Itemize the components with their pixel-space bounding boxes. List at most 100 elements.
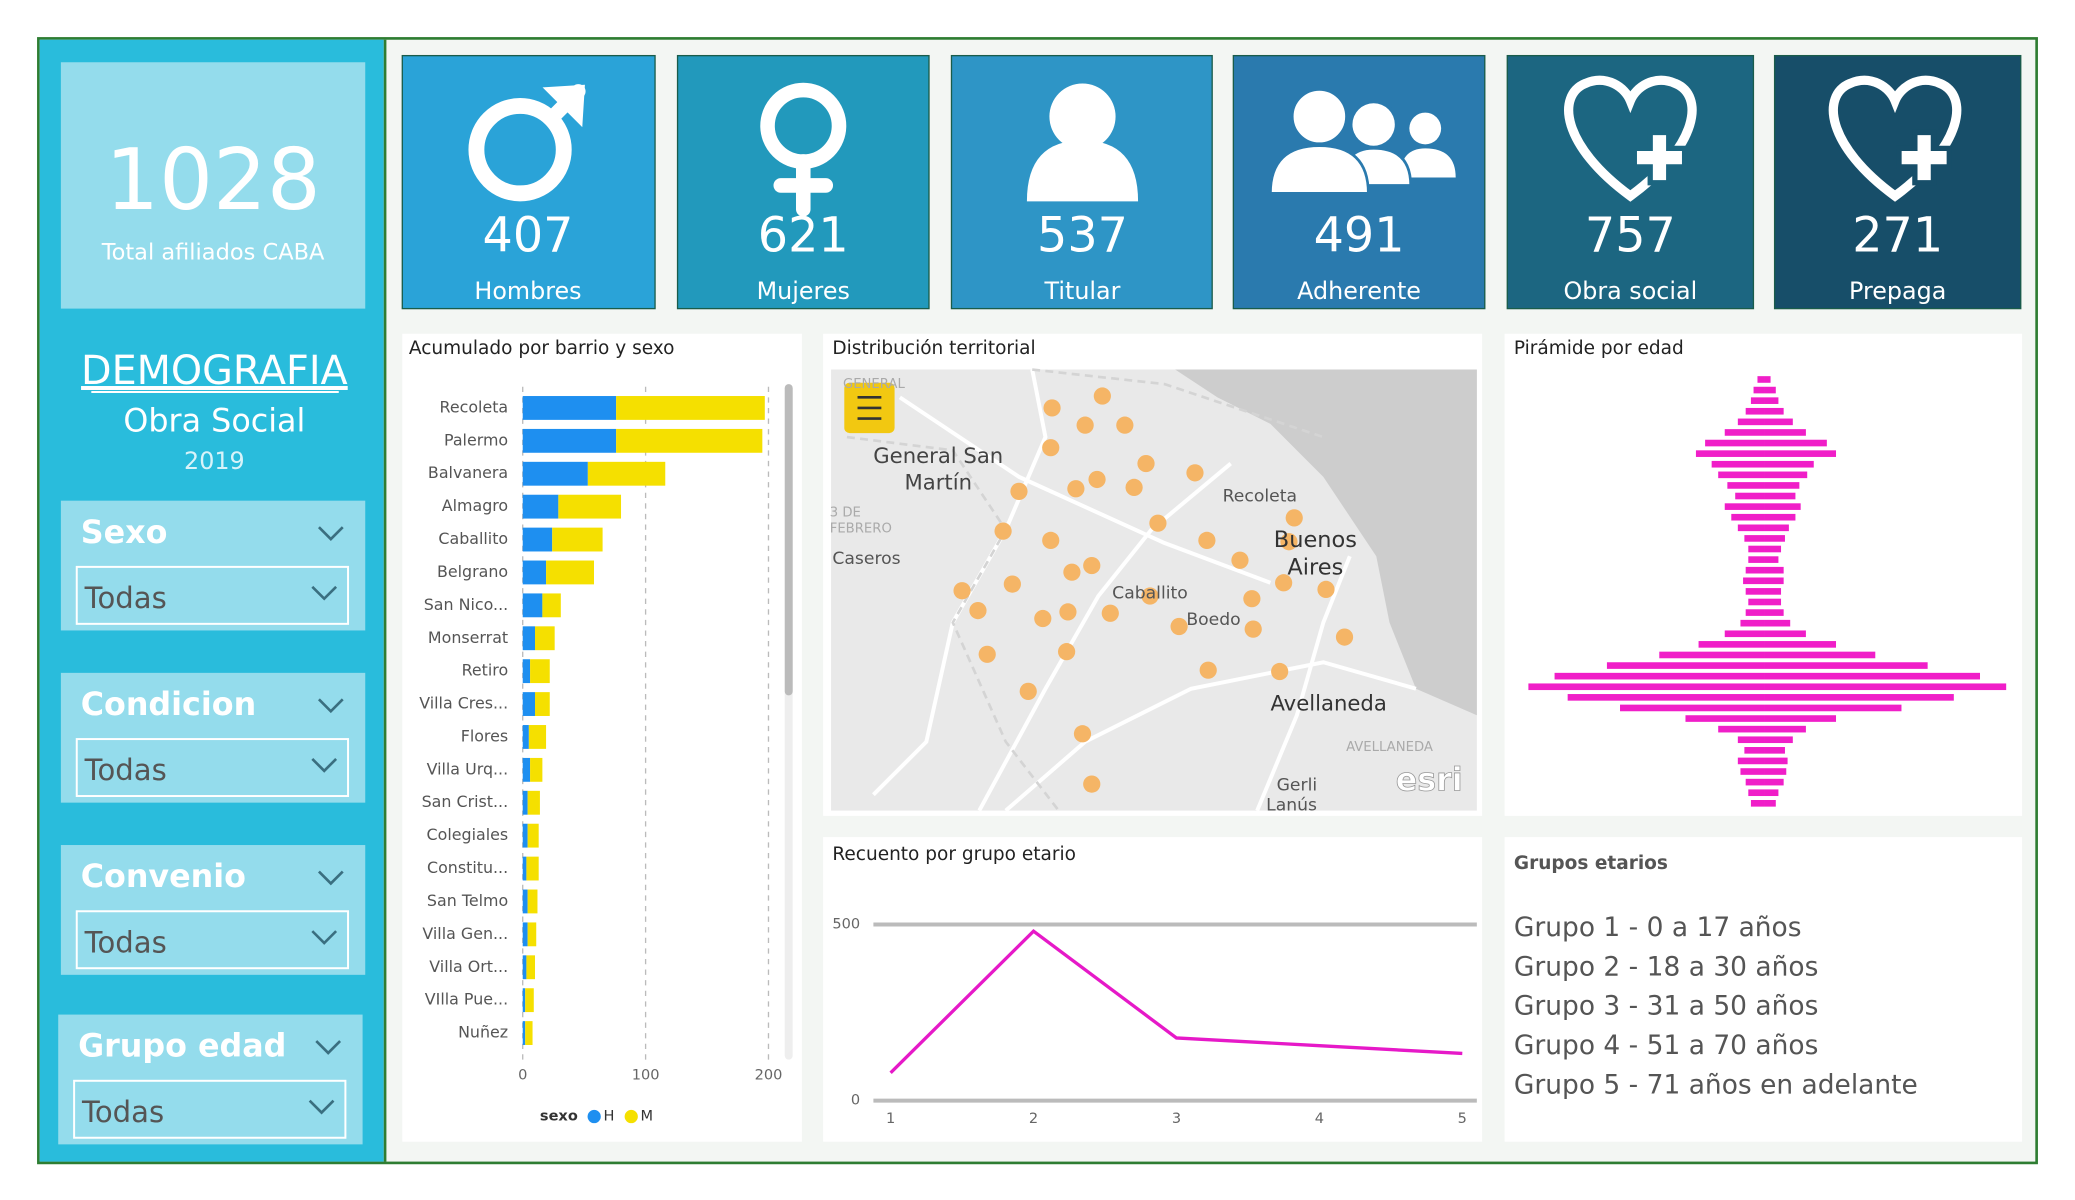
kpi-value: 407 xyxy=(483,208,574,263)
pyramid-bar xyxy=(1744,535,1765,542)
y-tick-label: Caballito xyxy=(438,529,508,548)
age-group-item: Grupo 1 - 0 a 17 años xyxy=(1514,912,1802,943)
map-label: Lanús xyxy=(1266,795,1317,815)
pyramid-bar xyxy=(1764,747,1785,754)
age-group-list: Grupo 1 - 0 a 17 años Grupo 2 - 18 a 30 a… xyxy=(1514,912,1918,1100)
slicer-title: Condicion xyxy=(81,687,256,723)
x-tick-label: 2 xyxy=(1029,1110,1038,1127)
kpi-label: Obra social xyxy=(1563,277,1697,305)
x-tick-label: 0 xyxy=(518,1066,527,1083)
map-menu-icon xyxy=(857,396,882,420)
bar xyxy=(526,856,539,881)
health-icon xyxy=(1896,129,1952,186)
pyramid-bar xyxy=(1750,397,1765,404)
pyramid-bar xyxy=(1764,768,1787,775)
bar xyxy=(530,757,543,782)
map-border xyxy=(846,368,1324,812)
bar xyxy=(522,823,528,848)
group-icon xyxy=(1400,148,1456,178)
map-label: Caseros xyxy=(832,549,900,569)
pyramid-bar xyxy=(1685,715,1765,722)
bar xyxy=(527,790,540,815)
kpi-value: 491 xyxy=(1314,208,1405,263)
bar xyxy=(558,494,622,519)
map-label: Caballito xyxy=(1112,583,1188,603)
legend-label: H xyxy=(603,1108,614,1125)
pyramid-bar xyxy=(1735,492,1765,500)
health-icon xyxy=(1828,75,1962,202)
pyramid-bar xyxy=(1724,429,1765,436)
pyramid-bar xyxy=(1737,757,1765,765)
group-icon xyxy=(1409,112,1442,145)
pyramid-bar xyxy=(1764,736,1793,744)
male-icon xyxy=(468,98,572,202)
x-tick-label: 100 xyxy=(632,1066,660,1083)
kpi-value: 271 xyxy=(1852,208,1943,263)
bar xyxy=(525,988,534,1013)
pyramid-bar xyxy=(1764,535,1785,542)
pyramid-bar xyxy=(1764,609,1784,616)
year: 2019 xyxy=(184,447,245,475)
slicers: Sexo Todas Condicion Todas Convenio Todas Grup… xyxy=(58,500,366,1145)
y-tick-label: Balvanera xyxy=(428,463,508,482)
pyramid-bar xyxy=(1737,736,1765,744)
slicer-value: Todas xyxy=(84,925,167,959)
chevron xyxy=(311,930,338,945)
bar xyxy=(616,428,763,453)
map-logo: esri xyxy=(1396,762,1463,798)
slicer-dropdown[interactable] xyxy=(73,1079,347,1139)
kpi-label: Hombres xyxy=(474,277,581,305)
pyramid-bar xyxy=(1745,588,1765,595)
bar xyxy=(522,1021,526,1045)
male-icon xyxy=(542,84,585,128)
slicer-value: Todas xyxy=(84,753,167,787)
pyramid-bar xyxy=(1745,609,1765,616)
kpi-label: Mujeres xyxy=(757,277,850,305)
bar xyxy=(546,560,594,585)
y-tick-label: San Telmo xyxy=(427,891,508,910)
y-tick-label: Villa Cres... xyxy=(419,694,508,713)
bar xyxy=(616,396,765,420)
pyramid-bar xyxy=(1764,429,1806,436)
bar xyxy=(522,593,543,618)
slicer-dropdown[interactable] xyxy=(75,738,350,798)
pyramid-bar xyxy=(1764,397,1779,404)
map-label: General San xyxy=(873,443,1003,468)
kpi-row xyxy=(401,54,2022,310)
pyramid-bar xyxy=(1745,566,1765,574)
pyramid-bar xyxy=(1731,513,1765,521)
pyramid-bar xyxy=(1764,651,1876,659)
pyramid-bar xyxy=(1764,460,1814,468)
pyramid-bar xyxy=(1606,662,1765,669)
map-label: Martín xyxy=(904,469,972,494)
pyramid-bar xyxy=(1718,725,1765,733)
age-group-item: Grupo 4 - 51 a 70 años xyxy=(1514,1030,1818,1061)
map-label: Gerli xyxy=(1277,775,1318,795)
panel xyxy=(823,837,1483,1142)
pyramid-bar xyxy=(1764,725,1806,733)
pyramid-bar xyxy=(1764,492,1796,500)
bar xyxy=(525,1021,533,1045)
chevron xyxy=(308,1099,335,1115)
pyramid-bar xyxy=(1748,598,1765,606)
bar xyxy=(528,725,547,749)
age-group-item: Grupo 3 - 31 a 50 años xyxy=(1514,991,1818,1022)
chevron xyxy=(317,698,344,714)
pyramid-bar xyxy=(1764,757,1788,765)
map-water xyxy=(1175,369,1477,716)
scrollbar-thumb[interactable] xyxy=(784,384,793,696)
pyramid-bar xyxy=(1567,694,1765,701)
bar xyxy=(522,494,559,519)
panel xyxy=(1504,333,2023,816)
pyramid-bar xyxy=(1711,460,1765,468)
slicer-dropdown[interactable] xyxy=(75,565,350,625)
slicer-dropdown[interactable] xyxy=(75,910,350,970)
slicer-title: Sexo xyxy=(81,515,168,551)
pyramid-bar xyxy=(1705,439,1765,447)
bar xyxy=(522,955,527,980)
pyramid-bar xyxy=(1659,651,1765,659)
bar xyxy=(527,922,537,947)
x-tick-label: 1 xyxy=(886,1110,895,1127)
y-tick-label: Retiro xyxy=(462,661,509,680)
y-tick-label: Colegiales xyxy=(427,825,509,844)
